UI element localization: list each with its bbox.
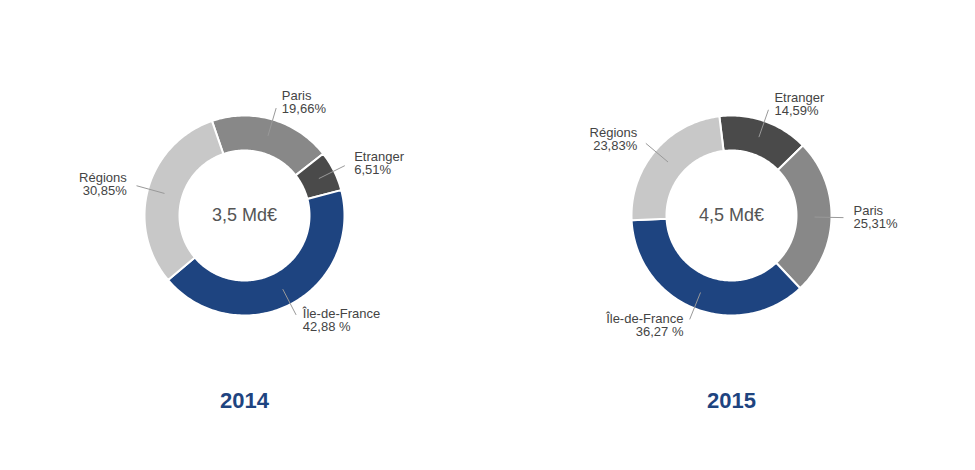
svg-text:2014: 2014 xyxy=(220,388,270,413)
svg-text:Régions23,83%: Régions23,83% xyxy=(590,125,638,153)
svg-text:Paris25,31%: Paris25,31% xyxy=(854,203,899,231)
svg-text:Île-de-France42,88 %: Île-de-France42,88 % xyxy=(302,306,380,334)
svg-text:3,5 Md€: 3,5 Md€ xyxy=(212,205,277,225)
svg-text:2015: 2015 xyxy=(707,388,756,413)
svg-text:Etranger14,59%: Etranger14,59% xyxy=(775,90,826,118)
svg-text:Île-de-France36,27 %: Île-de-France36,27 % xyxy=(605,311,684,339)
svg-text:4,5 Md€: 4,5 Md€ xyxy=(699,205,764,225)
svg-text:Régions30,85%: Régions30,85% xyxy=(79,170,127,198)
svg-text:Etranger6,51%: Etranger6,51% xyxy=(354,149,405,177)
svg-text:Paris19,66%: Paris19,66% xyxy=(282,88,327,116)
